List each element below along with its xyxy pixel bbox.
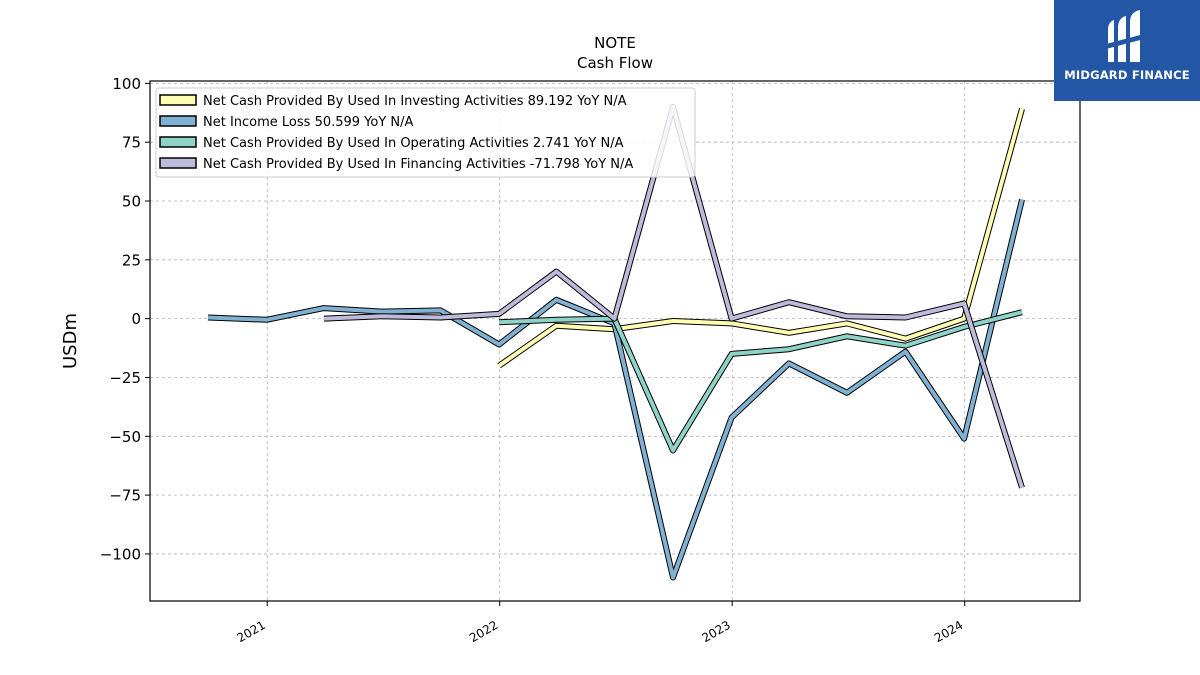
y-tick-label: 0	[131, 310, 141, 328]
x-tick-label: 2023	[699, 618, 732, 645]
y-tick-label: 50	[122, 193, 141, 211]
y-tick-label: −25	[109, 369, 141, 387]
y-tick-label: −50	[109, 428, 141, 446]
y-tick-label: 100	[112, 75, 141, 93]
series-line	[207, 199, 1024, 580]
legend: Net Cash Provided By Used In Investing A…	[155, 87, 696, 178]
series-line	[497, 108, 1024, 368]
y-tick-label: −100	[100, 545, 141, 563]
y-tick-label: −75	[109, 487, 141, 505]
midgard-m-icon	[1106, 10, 1144, 62]
midgard-finance-logo: MIDGARD FINANCE	[1054, 0, 1200, 101]
legend-label: Net Income Loss 50.599 YoY N/A	[203, 115, 414, 130]
legend-label: Net Cash Provided By Used In Investing A…	[203, 94, 627, 109]
legend-swatch	[159, 157, 197, 169]
legend-swatch	[159, 115, 197, 127]
legend-label: Net Cash Provided By Used In Operating A…	[203, 136, 624, 151]
logo-text: MIDGARD FINANCE	[1064, 68, 1190, 82]
legend-swatch	[159, 94, 197, 106]
legend-label: Net Cash Provided By Used In Financing A…	[203, 157, 633, 172]
series-line-outline	[207, 198, 1025, 581]
series-line	[499, 310, 1023, 453]
chart-title: NOTE	[594, 34, 636, 52]
chart-subtitle: Cash Flow	[577, 54, 653, 72]
y-tick-label: 75	[122, 134, 141, 152]
x-tick-label: 2024	[932, 618, 965, 645]
x-tick-label: 2022	[467, 618, 500, 645]
y-axis-ticks: 100 75 50 25 0 −25 −50 −75 −100	[100, 75, 150, 563]
plot-frame	[149, 80, 1081, 602]
x-tick-label: 2021	[234, 618, 267, 645]
legend-swatch	[159, 136, 197, 148]
y-axis-label: USDm	[60, 313, 81, 369]
x-axis-ticks: 2021 2022 2023 2024	[234, 601, 965, 645]
y-tick-label: 25	[122, 251, 141, 269]
legend-box	[155, 87, 696, 178]
